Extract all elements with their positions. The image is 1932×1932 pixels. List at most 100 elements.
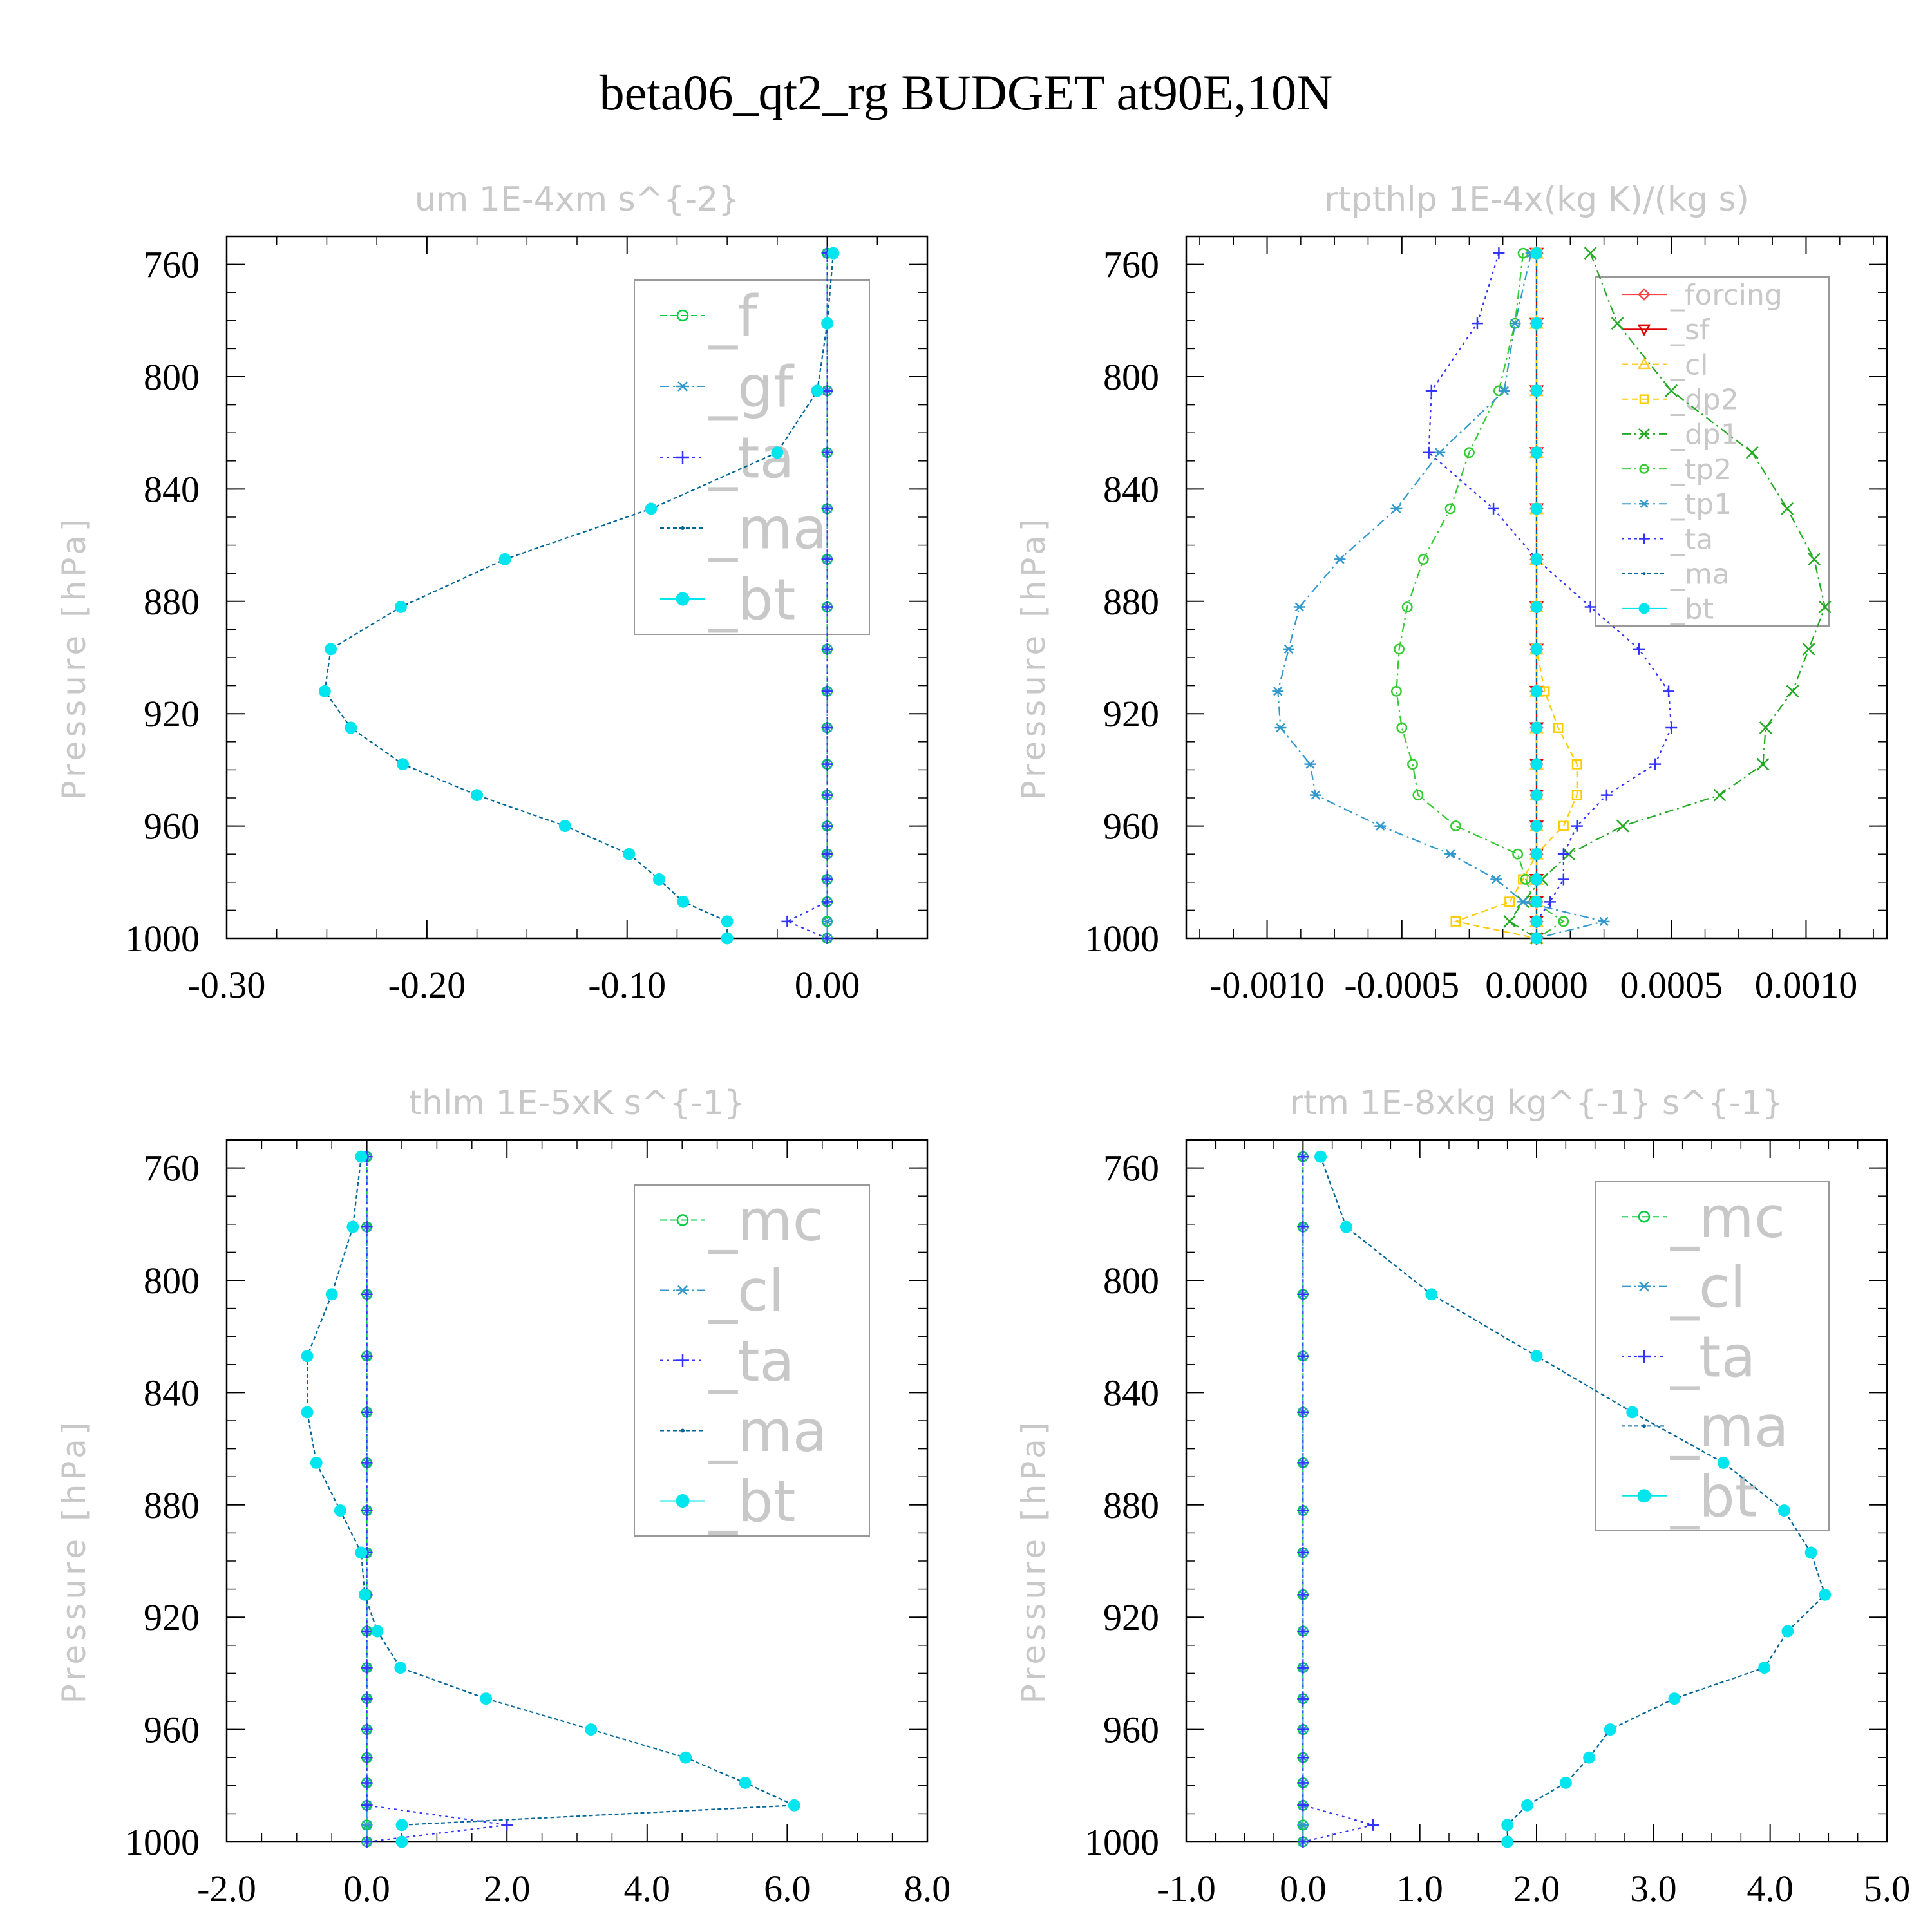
data-point <box>1777 1504 1790 1517</box>
data-point <box>1781 1625 1794 1638</box>
legend-label: _tp2 <box>1670 453 1732 486</box>
data-point <box>361 1752 373 1764</box>
data-point <box>1297 1151 1309 1163</box>
data-point <box>1530 915 1543 928</box>
y-tick-label: 880 <box>1103 1484 1159 1526</box>
data-point <box>1530 873 1543 886</box>
data-point <box>1557 848 1569 860</box>
series-ta <box>361 1151 513 1848</box>
x-tick-label: 3.0 <box>1630 1868 1677 1909</box>
y-tick-label: 960 <box>144 1709 200 1751</box>
data-point <box>1297 1836 1309 1848</box>
legend-marker <box>676 592 690 606</box>
data-point <box>1272 687 1284 696</box>
y-tick-label: 880 <box>144 1484 200 1526</box>
data-point <box>1297 1752 1309 1764</box>
data-point <box>1517 897 1530 907</box>
data-point <box>1818 600 1832 614</box>
series-dp1 <box>1503 247 1832 945</box>
data-point <box>371 1625 384 1638</box>
y-axis-label: Pressure [hPa] <box>1015 515 1052 800</box>
x-tick-label: -0.0010 <box>1209 964 1325 1006</box>
legend-label: _tp1 <box>1670 488 1732 521</box>
data-point <box>653 873 665 886</box>
data-point <box>1297 1777 1309 1789</box>
data-point <box>1374 821 1387 831</box>
data-point <box>1530 820 1543 833</box>
data-point <box>1297 1692 1309 1705</box>
data-point <box>1423 446 1435 459</box>
legend-marker <box>1637 324 1651 336</box>
y-tick-label: 760 <box>144 244 200 286</box>
data-point <box>1450 820 1461 832</box>
data-point <box>480 1692 493 1705</box>
legend-marker <box>681 1428 685 1433</box>
y-tick-label: 800 <box>144 1260 200 1302</box>
data-point <box>1390 685 1402 697</box>
data-point <box>1407 759 1418 770</box>
legend-label: _mc <box>1670 1184 1785 1251</box>
data-point <box>1274 723 1287 733</box>
x-tick-label: 4.0 <box>1747 1868 1794 1909</box>
data-point <box>1390 504 1403 514</box>
data-point <box>821 933 833 944</box>
data-point <box>1530 932 1543 945</box>
y-tick-label: 1000 <box>125 1821 200 1863</box>
data-point <box>821 601 833 613</box>
y-tick-label: 1000 <box>1084 918 1159 960</box>
y-tick-label: 840 <box>144 468 200 510</box>
series-tp1 <box>1272 248 1610 943</box>
data-point <box>721 915 734 928</box>
data-point <box>1417 553 1429 565</box>
data-point <box>1498 386 1510 395</box>
x-tick-label: 0.0 <box>343 1868 390 1909</box>
data-point <box>1756 757 1770 771</box>
legend-marker <box>1639 499 1649 508</box>
data-point <box>1557 873 1569 886</box>
data-point <box>1759 721 1772 734</box>
data-point <box>1297 1350 1309 1362</box>
data-point <box>1394 643 1405 655</box>
y-axis-label: Pressure [hPa] <box>55 1419 93 1704</box>
data-point <box>821 317 834 330</box>
legend-label: _ma <box>708 1398 828 1464</box>
data-point <box>361 1221 373 1233</box>
data-point <box>1663 685 1675 697</box>
legend-marker <box>1638 1210 1651 1223</box>
figure-title: beta06_qt2_rg BUDGET at90E,10N <box>600 64 1333 120</box>
y-tick-label: 960 <box>1103 806 1159 848</box>
data-point <box>1745 446 1759 459</box>
plot-frame <box>1185 1139 1888 1843</box>
legend-label: _bt <box>1670 593 1714 626</box>
y-tick-label: 920 <box>144 1596 200 1638</box>
data-point <box>1802 643 1815 656</box>
data-point <box>361 1350 373 1362</box>
y-tick-label: 920 <box>144 693 200 735</box>
panel-title: um 1E-4xm s^{-2} <box>415 180 740 219</box>
data-point <box>1530 848 1543 860</box>
data-point <box>1488 502 1500 515</box>
plot-frame <box>225 1139 929 1843</box>
data-point <box>1297 1589 1309 1601</box>
legend-label: _ta <box>1670 1324 1756 1390</box>
series-bt <box>301 1150 800 1848</box>
data-point <box>1509 318 1521 328</box>
series-ta <box>1297 1151 1379 1848</box>
data-point <box>361 1288 373 1300</box>
series-dp2 <box>1450 248 1582 943</box>
data-point <box>1530 384 1543 397</box>
series-line <box>1302 1157 1376 1843</box>
data-point <box>325 1288 338 1301</box>
data-point <box>781 915 793 927</box>
data-point <box>1553 723 1564 733</box>
series-line <box>1277 252 1604 940</box>
legend-marker <box>676 451 689 464</box>
legend: _mc_cl_ta_ma_bt <box>634 1184 870 1537</box>
data-point <box>361 1777 373 1789</box>
data-point <box>1717 1456 1730 1469</box>
data-point <box>1444 503 1456 515</box>
series-bt <box>1530 247 1543 945</box>
y-tick-label: 840 <box>1103 1372 1159 1414</box>
data-point <box>1530 553 1543 565</box>
data-point <box>1530 895 1543 908</box>
